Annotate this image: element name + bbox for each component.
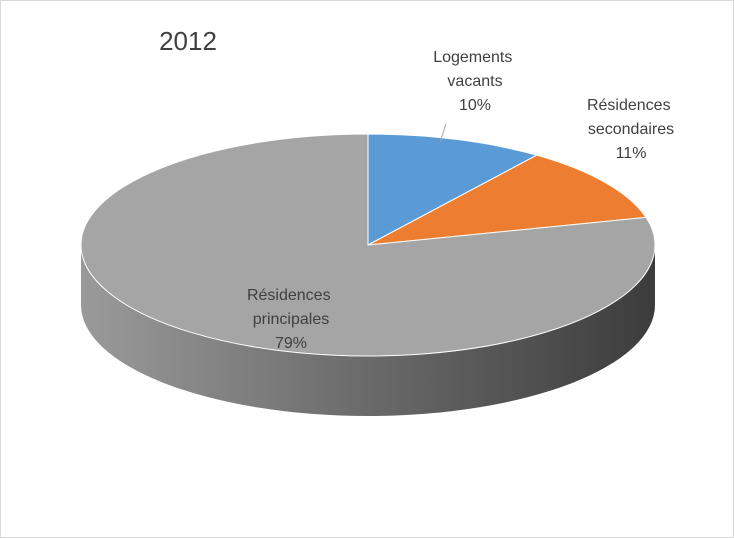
slice bbox=[367, 133, 539, 246]
data-label-value: 11% bbox=[616, 145, 647, 162]
slice bbox=[367, 154, 647, 246]
slice bbox=[80, 133, 656, 357]
data-label-category: Résidences principales bbox=[247, 287, 335, 328]
slice-side bbox=[81, 245, 655, 416]
chart-title: 2012 bbox=[159, 26, 217, 56]
data-label-value: 10% bbox=[459, 97, 491, 114]
data-label-category: Résidences secondaires bbox=[587, 97, 675, 138]
leader-line bbox=[439, 123, 447, 143]
data-label-value: 79% bbox=[275, 335, 307, 352]
data-label-category: Logements vacants bbox=[433, 49, 517, 90]
